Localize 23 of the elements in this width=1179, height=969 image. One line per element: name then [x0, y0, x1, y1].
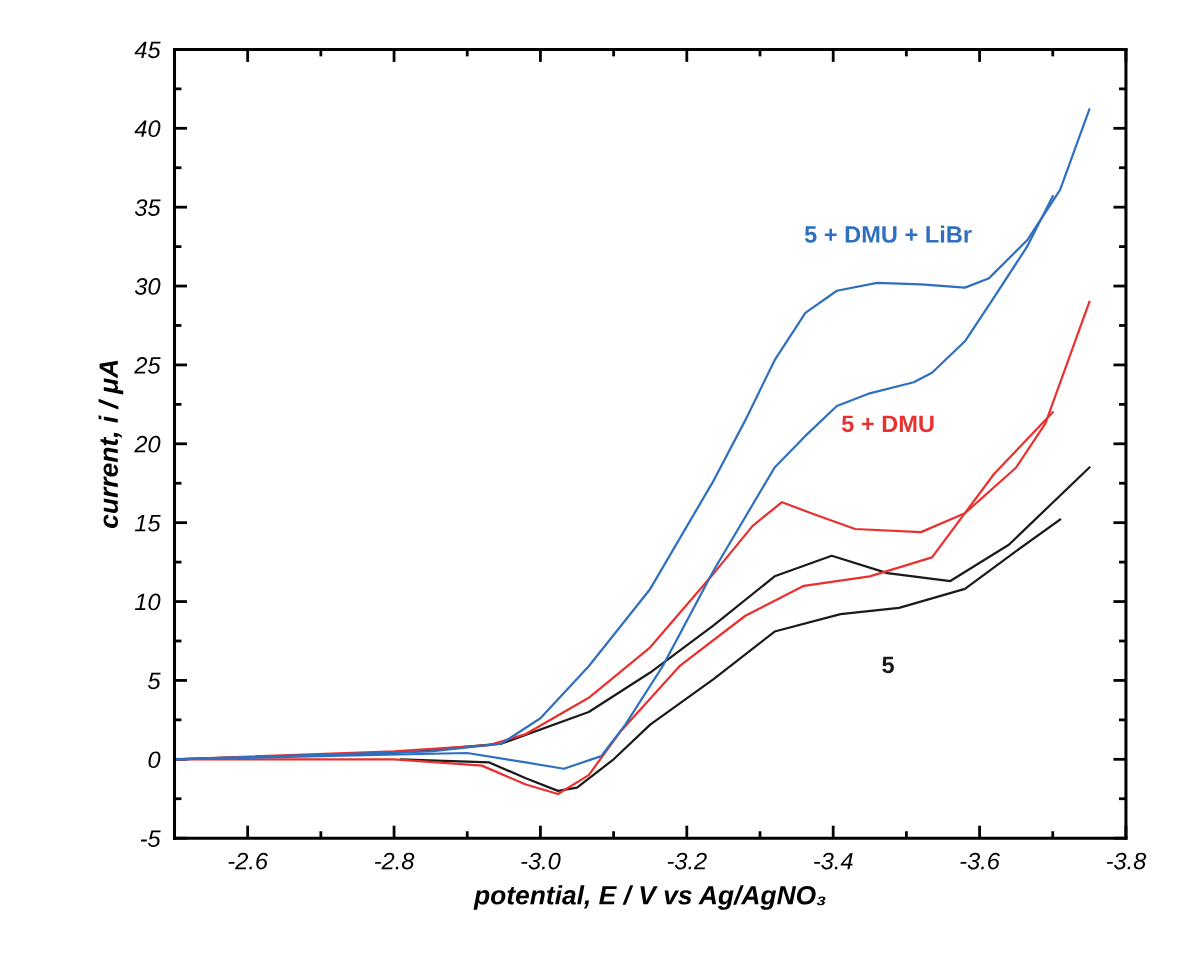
- y-tick-label: 45: [134, 41, 161, 59]
- x-axis-title: potential, E / V vs Ag/AgNO₃: [473, 885, 826, 910]
- y-tick-label: -5: [140, 830, 161, 847]
- x-tick-label: -2.6: [228, 852, 269, 870]
- y-tick-label: 10: [134, 593, 161, 611]
- x-tick-label: -3.6: [960, 852, 1000, 870]
- y-tick-label: 30: [134, 278, 161, 295]
- y-tick-label: 5: [148, 672, 161, 690]
- x-tick-label: -2.8: [374, 852, 415, 870]
- y-tick-label: 25: [134, 356, 161, 374]
- text: 5: [882, 656, 894, 674]
- y-tick-label: 20: [134, 435, 161, 453]
- x-tick-label: -3.0: [521, 852, 561, 870]
- x-tick-label: -3.2: [667, 852, 707, 870]
- y-tick-label: 35: [134, 199, 161, 216]
- text: 5 + DMU: [841, 415, 934, 433]
- x-tick-label: -3.4: [814, 852, 853, 870]
- y-tick-label: 40: [134, 120, 161, 138]
- y-axis-title: current, i / μA: [98, 360, 124, 528]
- y-tick-label: 0: [148, 751, 161, 769]
- x-tick-label: -3.8: [1106, 852, 1147, 870]
- series-label: 5 + DMU + LiBr: [804, 225, 972, 243]
- y-tick-label: 15: [134, 514, 161, 532]
